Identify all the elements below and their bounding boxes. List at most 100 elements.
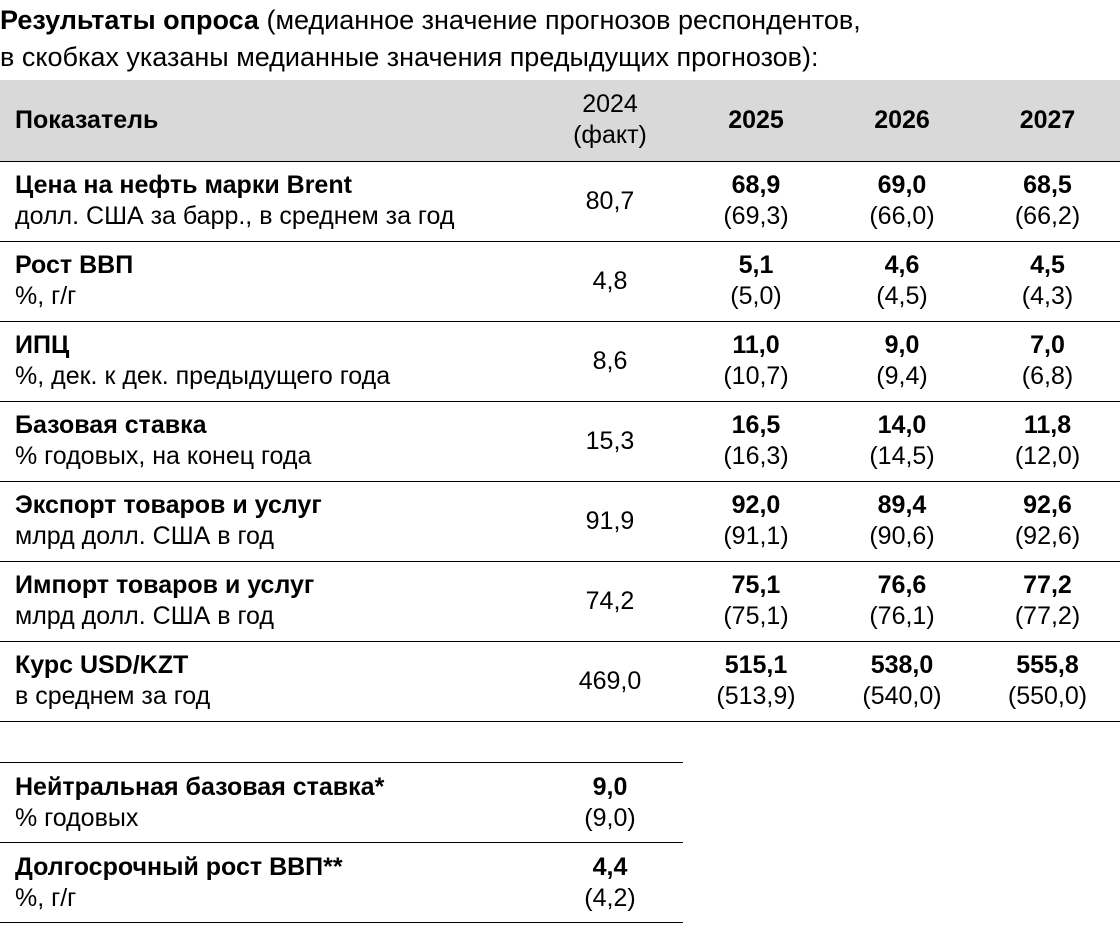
forecast-value: 7,0: [1030, 331, 1065, 359]
indicator-name: Базовая ставка: [15, 411, 207, 439]
fact-2024-value: 4,8: [537, 241, 683, 322]
forecast-value: 5,1: [738, 251, 774, 279]
header-2024-fact: 2024 (факт): [537, 80, 683, 162]
fact-2024-value: 15,3: [537, 401, 683, 482]
fact-2024-value: 8,6: [537, 321, 683, 402]
forecast-cell: 92,6 (92,6): [975, 481, 1120, 562]
forecast-cell: 92,0 (91,1): [683, 481, 829, 562]
indicator-unit: %, г/г: [15, 282, 77, 310]
forecast-cell: 555,8 (550,0): [975, 641, 1120, 722]
indicator-name: ИПЦ: [15, 331, 70, 359]
indicator-unit: млрд долл. США в год: [15, 602, 274, 630]
forecast-cell: 68,5 (66,2): [975, 161, 1120, 242]
title-line-2: в скобках указаны медианные значения пре…: [0, 42, 819, 72]
previous-forecast: (16,3): [723, 442, 789, 470]
forecast-cell: 11,0 (10,7): [683, 321, 829, 402]
indicator-unit: в среднем за год: [15, 682, 211, 710]
indicator-cell: Рост ВВП %, г/г: [0, 241, 537, 322]
previous-forecast: (10,7): [723, 362, 789, 390]
forecast-value: 11,8: [1023, 411, 1072, 439]
long-term-row: Нейтральная базовая ставка*% годовых 9,0(…: [0, 762, 683, 843]
previous-forecast: (9,4): [876, 362, 928, 390]
previous-forecast: (66,2): [1014, 202, 1081, 230]
table-row: Цена на нефть марки Brent долл. США за ба…: [0, 161, 1120, 242]
forecast-cell: 4,5 (4,3): [975, 241, 1120, 322]
table-row: Импорт товаров и услуг млрд долл. США в г…: [0, 561, 1120, 642]
header-2025: 2025: [683, 80, 829, 162]
forecast-cell: 7,0 (6,8): [975, 321, 1120, 402]
forecast-value: 555,8: [1016, 651, 1079, 679]
forecast-cell: 76,6 (76,1): [829, 561, 975, 642]
indicator-cell: ИПЦ %, дек. к дек. предыдущего года: [0, 321, 537, 402]
title-line-1: Результаты опроса (медианное значение пр…: [0, 2, 861, 39]
previous-forecast: (75,1): [723, 602, 789, 630]
previous-forecast: (77,2): [1014, 602, 1081, 630]
forecast-value: 92,6: [1023, 491, 1072, 519]
table-row: Курс USD/KZT в среднем за год 469,0 515,1 (5…: [0, 641, 1120, 722]
previous-forecast: (91,1): [723, 522, 789, 550]
fact-2024-value: 74,2: [537, 561, 683, 642]
indicator-cell: Экспорт товаров и услуг млрд долл. США в …: [0, 481, 537, 562]
indicator-name: Курс USD/KZT: [15, 651, 189, 679]
forecast-value: 16,5: [731, 411, 781, 439]
indicator-unit: %, дек. к дек. предыдущего года: [15, 362, 391, 390]
forecast-value: 68,9: [731, 171, 781, 199]
forecast-value: 4,5: [1030, 251, 1065, 279]
forecast-value: 77,2: [1023, 571, 1072, 599]
title-bold: Результаты опроса: [0, 5, 259, 35]
previous-forecast: (4,3): [1021, 282, 1074, 310]
forecast-cell: 14,0 (14,5): [829, 401, 975, 482]
forecast-cell: 77,2 (77,2): [975, 561, 1120, 642]
indicator-name: Экспорт товаров и услуг: [15, 491, 322, 519]
header-indicator: Показатель: [0, 80, 537, 162]
forecast-cell: 538,0 (540,0): [829, 641, 975, 722]
table-row: ИПЦ %, дек. к дек. предыдущего года 8,6 11,…: [0, 321, 1120, 402]
previous-forecast: (550,0): [1007, 682, 1088, 710]
forecast-value: 4,4: [592, 852, 628, 881]
forecast-table: Показатель 2024 (факт) 2025 2026 2027 Це…: [0, 80, 1120, 722]
header-2024-note: (факт): [573, 121, 647, 150]
indicator-unit: % годовых: [15, 803, 139, 832]
header-2027: 2027: [975, 80, 1120, 162]
previous-forecast: (9,0): [584, 803, 636, 832]
forecast-value: 538,0: [870, 651, 934, 679]
forecast-cell: 11,8 (12,0): [975, 401, 1120, 482]
indicator-cell: Импорт товаров и услуг млрд долл. США в г…: [0, 561, 537, 642]
forecast-value: 14,0: [877, 411, 927, 439]
indicator-name: Нейтральная базовая ставка*: [15, 772, 385, 801]
forecast-cell: 9,0 (9,0): [537, 762, 683, 843]
title-rest: (медианное значение прогнозов респондент…: [258, 5, 861, 35]
indicator-name: Рост ВВП: [15, 251, 134, 279]
previous-forecast: (6,8): [1021, 362, 1074, 390]
previous-forecast: (90,6): [869, 522, 935, 550]
table-row: Базовая ставка % годовых, на конец года 15…: [0, 401, 1120, 482]
indicator-cell: Курс USD/KZT в среднем за год: [0, 641, 537, 722]
forecast-cell: 4,4 (4,2): [537, 842, 683, 923]
table-row: Рост ВВП %, г/г 4,8 5,1 (5,0) 4,6 (4,5) 4,5 (4,3…: [0, 241, 1120, 322]
previous-forecast: (4,2): [584, 883, 636, 912]
header-2024-year: 2024: [582, 90, 638, 119]
forecast-cell: 89,4 (90,6): [829, 481, 975, 562]
table-row: Экспорт товаров и услуг млрд долл. США в …: [0, 481, 1120, 562]
forecast-cell: 515,1 (513,9): [683, 641, 829, 722]
forecast-value: 515,1: [724, 651, 788, 679]
previous-forecast: (513,9): [716, 682, 796, 710]
forecast-value: 75,1: [731, 571, 781, 599]
previous-forecast: (4,5): [876, 282, 928, 310]
previous-forecast: (12,0): [1014, 442, 1081, 470]
previous-forecast: (69,3): [723, 202, 789, 230]
previous-forecast: (14,5): [869, 442, 935, 470]
forecast-value: 69,0: [877, 171, 927, 199]
forecast-cell: 75,1 (75,1): [683, 561, 829, 642]
long-term-table: Нейтральная базовая ставка*% годовых 9,0(…: [0, 762, 683, 923]
forecast-value: 68,5: [1023, 171, 1072, 199]
forecast-cell: 16,5 (16,3): [683, 401, 829, 482]
forecast-cell: 68,9 (69,3): [683, 161, 829, 242]
table-header-row: Показатель 2024 (факт) 2025 2026 2027: [0, 80, 1120, 162]
forecast-cell: 9,0 (9,4): [829, 321, 975, 402]
previous-forecast: (92,6): [1014, 522, 1081, 550]
forecast-value: 76,6: [877, 571, 927, 599]
forecast-cell: 5,1 (5,0): [683, 241, 829, 322]
indicator-name: Долгосрочный рост ВВП**: [15, 852, 343, 881]
